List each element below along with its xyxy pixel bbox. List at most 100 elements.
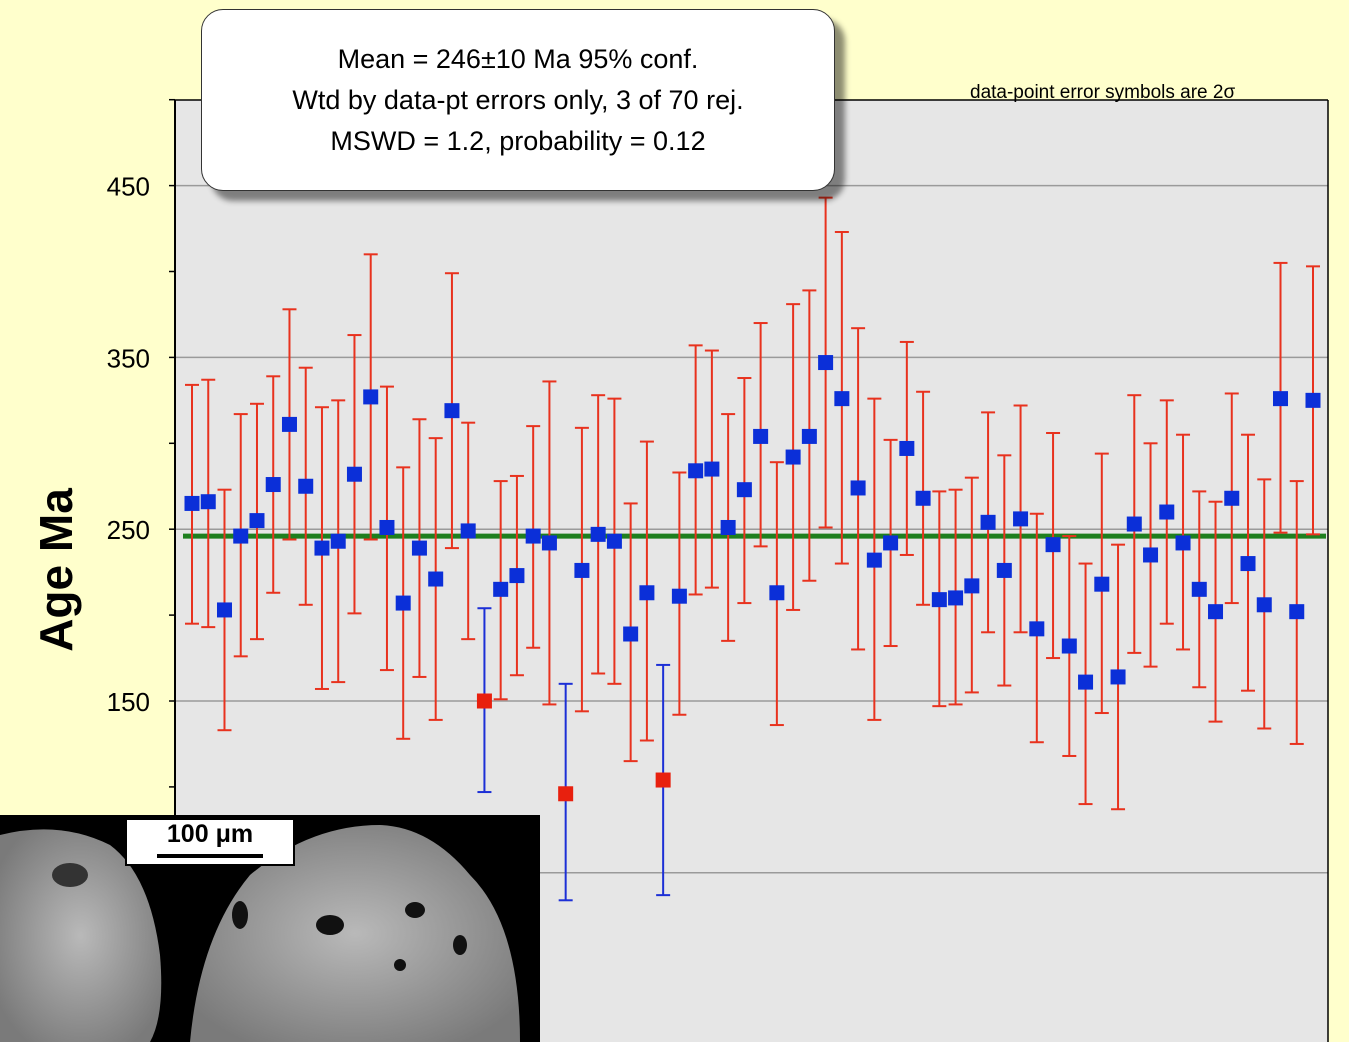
point-marker — [184, 495, 200, 511]
point-marker — [980, 514, 996, 530]
data-point — [671, 471, 687, 716]
stats-weighting: Wtd by data-pt errors only, 3 of 70 rej. — [292, 84, 744, 115]
point-marker — [574, 562, 590, 578]
data-point — [184, 383, 200, 625]
point-marker — [1175, 535, 1191, 551]
point-marker — [428, 571, 444, 587]
data-point — [834, 230, 850, 565]
rejected-data-point — [558, 682, 574, 902]
data-point — [525, 425, 541, 649]
point-marker — [314, 540, 330, 556]
data-point — [1175, 433, 1191, 651]
data-point — [411, 418, 427, 678]
data-point — [753, 322, 769, 548]
point-marker — [915, 490, 931, 506]
data-point — [1208, 500, 1224, 723]
data-points — [184, 196, 1321, 902]
data-point — [866, 397, 882, 721]
data-point — [899, 340, 915, 556]
data-point — [769, 461, 785, 727]
point-marker — [265, 477, 281, 493]
data-point — [818, 196, 834, 529]
data-point — [1305, 265, 1321, 536]
data-point — [1289, 480, 1305, 745]
data-point — [639, 440, 655, 742]
point-marker — [623, 626, 639, 642]
data-point — [1045, 431, 1061, 660]
data-point — [1078, 562, 1094, 806]
point-marker — [834, 391, 850, 407]
point-marker — [785, 449, 801, 465]
point-marker — [493, 581, 509, 597]
point-marker — [606, 533, 622, 549]
grain-left — [0, 829, 162, 1042]
data-point — [1094, 452, 1110, 715]
point-marker — [558, 786, 574, 802]
data-point — [509, 474, 525, 677]
point-marker — [1191, 581, 1207, 597]
scale-bar-label: 100 μm — [166, 820, 254, 848]
data-point — [964, 476, 980, 694]
data-point — [428, 437, 444, 721]
data-point — [1240, 433, 1256, 692]
data-point — [1273, 261, 1289, 534]
point-marker — [379, 519, 395, 535]
data-point — [1191, 490, 1207, 689]
stats-mean: Mean = 246±10 Ma 95% conf. — [337, 43, 699, 74]
point-marker — [1029, 621, 1045, 637]
point-marker — [1208, 604, 1224, 620]
data-point — [493, 480, 509, 701]
micrograph-image — [0, 825, 520, 1042]
stats-box: Mean = 246±10 Ma 95% conf. Wtd by data-p… — [201, 9, 835, 191]
rejected-data-point — [655, 663, 671, 897]
data-point — [216, 488, 232, 732]
data-point — [996, 454, 1012, 687]
point-marker — [1013, 511, 1029, 527]
data-point — [233, 413, 249, 658]
error-symbol-note: data-point error symbols are 2σ — [970, 82, 1236, 103]
point-marker — [753, 428, 769, 444]
point-marker — [769, 585, 785, 601]
point-marker — [1078, 674, 1094, 690]
point-marker — [395, 595, 411, 611]
point-marker — [411, 540, 427, 556]
y-tick-label: 150 — [107, 687, 150, 717]
data-point — [281, 308, 297, 541]
point-marker — [736, 482, 752, 498]
data-point — [363, 253, 379, 541]
point-marker — [818, 355, 834, 371]
point-marker — [363, 389, 379, 405]
rejected-data-point — [476, 607, 492, 794]
data-point — [736, 377, 752, 605]
data-point — [1126, 394, 1142, 654]
y-axis-label: Age Ma — [30, 488, 82, 652]
data-point — [1159, 399, 1175, 625]
point-marker — [964, 578, 980, 594]
data-point — [298, 366, 314, 606]
point-marker — [704, 461, 720, 477]
point-marker — [281, 416, 297, 432]
point-marker — [1143, 547, 1159, 563]
point-marker — [525, 528, 541, 544]
data-point — [850, 327, 866, 651]
y-tick-label: 450 — [107, 172, 150, 202]
data-point — [590, 394, 606, 675]
point-marker — [1305, 392, 1321, 408]
data-point — [623, 502, 639, 763]
point-marker — [655, 772, 671, 788]
data-point — [785, 303, 801, 611]
grain-right — [190, 825, 520, 1042]
point-marker — [899, 440, 915, 456]
point-marker — [671, 588, 687, 604]
point-marker — [688, 463, 704, 479]
data-point — [931, 490, 947, 708]
point-marker — [233, 528, 249, 544]
point-marker — [298, 478, 314, 494]
point-marker — [1061, 638, 1077, 654]
data-point — [948, 488, 964, 706]
point-marker — [948, 590, 964, 606]
point-marker — [720, 519, 736, 535]
point-marker — [200, 494, 216, 510]
data-point — [330, 399, 346, 684]
point-marker — [801, 428, 817, 444]
